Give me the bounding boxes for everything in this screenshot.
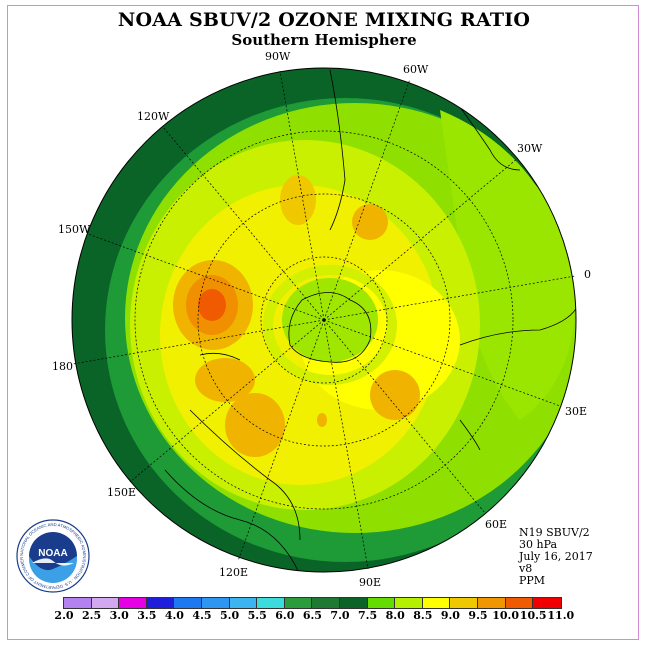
color-scale-tick-label: 2.5 <box>82 609 102 622</box>
lon-label-30w: 30W <box>517 142 543 155</box>
info-satellite: N19 SBUV/2 <box>519 526 590 539</box>
ozone-polar-ring <box>263 265 397 385</box>
color-scale-bar <box>63 597 562 609</box>
ozone-polar-core <box>282 278 378 362</box>
figure-frame <box>7 5 639 640</box>
color-scale-segment <box>533 598 561 608</box>
color-scale-segment <box>229 598 258 608</box>
color-scale-segment <box>284 598 313 608</box>
color-scale-tick-label: 6.0 <box>275 609 295 622</box>
lon-label-120e: 120E <box>219 566 249 579</box>
lon-label-150w: 150W <box>58 223 91 236</box>
color-scale-tick-label: 7.5 <box>358 609 378 622</box>
map-boundary <box>71 67 577 573</box>
noaa-logo-text: NOAA <box>38 548 67 559</box>
color-scale-segment <box>367 598 396 608</box>
color-scale-tick-label: 5.5 <box>247 609 267 622</box>
noaa-logo: NOAA NATIONAL OCEANIC AND ATMOSPHERIC AD… <box>16 519 90 593</box>
lon-label-90w: 90W <box>265 50 291 63</box>
color-scale-segment <box>146 598 175 608</box>
map-subtitle: Southern Hemisphere <box>231 31 417 49</box>
info-version: v8 <box>519 562 533 575</box>
color-scale-segment <box>64 598 92 608</box>
color-scale-segment <box>174 598 202 608</box>
color-scale-tick-label: 11.0 <box>547 609 575 622</box>
color-scale-tick-label: 10.0 <box>492 609 519 622</box>
ozone-patch-n2 <box>352 204 388 240</box>
color-scale-tick-label: 6.5 <box>302 609 322 622</box>
info-date: July 16, 2017 <box>519 550 593 563</box>
color-scale-tick-label: 8.5 <box>413 609 433 622</box>
lon-label-0: 0 <box>584 268 591 281</box>
lon-label-60e: 60E <box>485 518 508 531</box>
ozone-patch-sw <box>195 358 255 402</box>
color-scale-tick-label: 3.5 <box>137 609 157 622</box>
color-scale-segment <box>201 598 230 608</box>
color-scale-segment <box>312 598 340 608</box>
color-scale-segment <box>339 598 368 608</box>
map-title: NOAA SBUV/2 OZONE MIXING RATIO <box>117 9 531 31</box>
lon-label-90e: 90E <box>359 576 382 589</box>
lon-label-120w: 120W <box>137 110 170 123</box>
lon-label-180: 180 <box>52 360 73 373</box>
ozone-patch-s <box>370 370 420 420</box>
color-scale-segment <box>395 598 423 608</box>
ozone-max-west-inner <box>198 289 226 321</box>
color-scale-segment <box>119 598 147 608</box>
info-block: N19 SBUV/2 30 hPa July 16, 2017 v8 PPM <box>519 527 593 587</box>
color-scale-tick-label: 7.0 <box>330 609 350 622</box>
color-scale-segment <box>450 598 478 608</box>
color-scale-tick-label: 4.0 <box>164 609 184 622</box>
color-scale-tick-label: 8.0 <box>385 609 405 622</box>
lon-label-150e: 150E <box>107 486 137 499</box>
color-scale-tick-label: 9.5 <box>468 609 488 622</box>
color-scale-tick-label: 5.0 <box>220 609 240 622</box>
ozone-patch-n1 <box>280 175 316 225</box>
color-scale-tick-label: 4.5 <box>192 609 212 622</box>
color-scale-tick-label: 9.0 <box>440 609 460 622</box>
color-scale-tick-label: 2.0 <box>54 609 74 622</box>
color-scale-tick-label: 10.5 <box>519 609 547 622</box>
color-scale-segment <box>505 598 534 608</box>
graticule <box>72 70 576 570</box>
color-scale-segment <box>91 598 120 608</box>
lon-label-30e: 30E <box>565 405 588 418</box>
info-pressure: 30 hPa <box>519 538 558 551</box>
lon-label-60w: 60W <box>403 63 429 76</box>
color-scale-segment <box>477 598 506 608</box>
color-scale-segment <box>257 598 285 608</box>
info-units: PPM <box>519 574 546 587</box>
ozone-patch-sw2 <box>225 393 285 457</box>
color-scale-tick-label: 3.0 <box>109 609 129 622</box>
ozone-patch-small <box>317 413 327 427</box>
color-scale-segment <box>422 598 451 608</box>
ozone-region-east <box>440 110 575 420</box>
